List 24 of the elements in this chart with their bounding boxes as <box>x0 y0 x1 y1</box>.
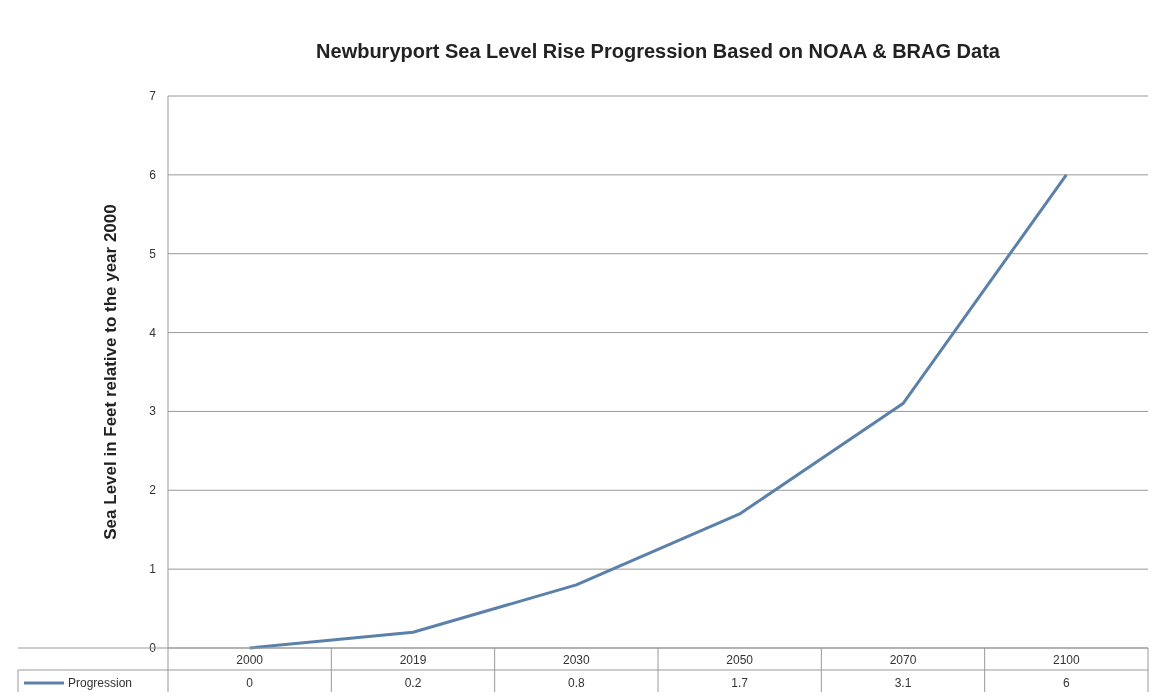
y-tick-label: 1 <box>149 562 157 577</box>
data-label: 6 <box>1062 676 1070 690</box>
y-tick-label: 7 <box>149 89 157 103</box>
data-label: 0.8 <box>567 676 585 690</box>
y-tick-label: 0 <box>149 641 157 655</box>
data-label: 1.7 <box>731 676 749 690</box>
x-tick-label: 2070 <box>889 653 917 667</box>
chart-title: Newburyport Sea Level Rise Progression Based on NOAA & BRAG Data <box>316 40 1001 62</box>
legend-label: Progression <box>68 676 133 690</box>
y-tick-label: 3 <box>149 404 157 419</box>
x-tick-label: 2019 <box>399 653 427 667</box>
y-tick-label: 2 <box>149 483 157 498</box>
data-label: 3.1 <box>894 676 912 690</box>
line-series <box>248 173 1068 650</box>
x-tick-label: 2050 <box>726 653 754 667</box>
data-label: 0.2 <box>404 676 422 690</box>
data-label: 0 <box>246 676 254 690</box>
y-tick-label: 6 <box>149 167 157 182</box>
x-tick-label: 2100 <box>1052 653 1080 667</box>
x-tick-label: 2000 <box>236 653 264 667</box>
y-tick-label: 5 <box>149 246 157 261</box>
x-tick-label: 2030 <box>562 653 590 667</box>
y-axis-title: Sea Level in Feet relative to the year 2000 <box>101 204 120 540</box>
y-tick-label: 4 <box>149 325 157 340</box>
